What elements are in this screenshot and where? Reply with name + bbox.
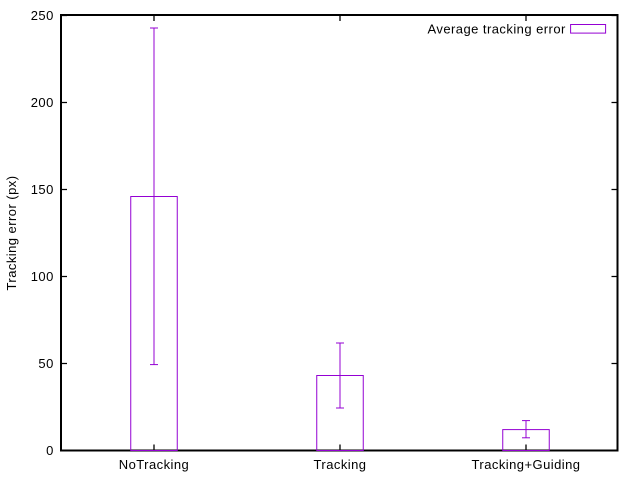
svg-text:100: 100 (31, 269, 54, 284)
svg-text:200: 200 (31, 95, 54, 110)
svg-text:50: 50 (38, 356, 53, 371)
svg-text:NoTracking: NoTracking (119, 457, 189, 472)
svg-text:Tracking error (px): Tracking error (px) (4, 176, 19, 291)
svg-text:Tracking+Guiding: Tracking+Guiding (472, 457, 581, 472)
svg-text:Average tracking error: Average tracking error (428, 22, 566, 37)
svg-text:250: 250 (31, 8, 54, 23)
svg-text:150: 150 (31, 182, 54, 197)
svg-text:0: 0 (46, 443, 54, 458)
svg-text:Tracking: Tracking (314, 457, 367, 472)
